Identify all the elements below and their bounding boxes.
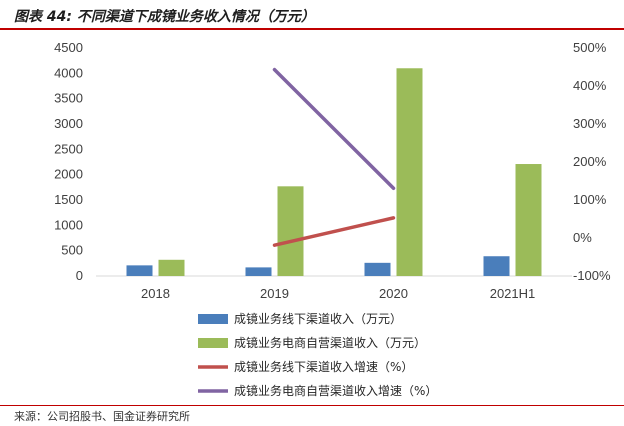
left-tick-label: 0 [76,268,83,283]
left-tick-label: 1000 [54,217,83,232]
bar-line-chart: 0 500 1000 1500 2000 2500 3000 3500 4000 4500 -10… [54,40,611,398]
legend-item: 成镜业务电商自营渠道收入（万元） [198,335,426,350]
left-axis-ticks: 0 500 1000 1500 2000 2500 3000 3500 4000 4500 [54,40,83,283]
legend-label: 成镜业务电商自营渠道收入（万元） [234,335,426,350]
left-tick-label: 3500 [54,91,83,106]
offline-growth-line [272,216,396,247]
legend-item: 成镜业务电商自营渠道收入增速（%） [198,383,437,398]
x-tick-label: 2018 [141,286,170,301]
legend-swatch [198,338,228,348]
bars [126,68,542,277]
offline-bar-2019 [245,267,272,276]
chart-title: 图表 44: 不同渠道下成镜业务收入情况（万元） [14,9,315,25]
right-tick-label: 0% [573,230,592,245]
online-bar-2021h1 [515,164,542,276]
right-tick-label: -100% [573,268,611,283]
left-tick-label: 500 [61,243,83,258]
online-bar-2020 [396,68,423,277]
legend-label: 成镜业务线下渠道收入增速（%） [234,359,413,374]
growth-lines [272,67,396,247]
x-tick-label: 2020 [379,286,408,301]
online-bar-2019 [277,186,304,276]
offline-bar-2018 [126,265,153,276]
left-tick-label: 4000 [54,65,83,80]
x-tick-label: 2019 [260,286,289,301]
left-tick-label: 2500 [54,141,83,156]
left-tick-label: 2000 [54,167,83,182]
left-tick-label: 1500 [54,192,83,207]
left-tick-label: 3000 [54,116,83,131]
online-growth-line [272,67,396,190]
footer-divider [0,405,624,406]
legend-item: 成镜业务线下渠道收入增速（%） [198,359,413,374]
online-bar-2018 [158,259,185,276]
source-note: 来源：公司招股书、国金证券研究所 [14,410,190,423]
right-tick-label: 300% [573,116,607,131]
legend-label: 成镜业务线下渠道收入（万元） [234,311,402,326]
right-tick-label: 400% [573,78,607,93]
right-tick-label: 500% [573,40,607,55]
left-tick-label: 4500 [54,40,83,55]
title-divider [0,28,624,30]
x-axis-ticks: 2018 2019 2020 2021H1 [141,286,535,301]
offline-bar-2020 [364,262,391,276]
offline-bar-2021h1 [483,256,510,276]
legend-label: 成镜业务电商自营渠道收入增速（%） [234,383,437,398]
right-axis-ticks: -100% 0% 100% 200% 300% 400% 500% [573,40,611,283]
legend-swatch [198,314,228,324]
right-tick-label: 200% [573,154,607,169]
legend-item: 成镜业务线下渠道收入（万元） [198,311,402,326]
right-tick-label: 100% [573,192,607,207]
legend: 成镜业务线下渠道收入（万元） 成镜业务电商自营渠道收入（万元） 成镜业务线下渠道收入… [198,311,437,398]
x-tick-label: 2021H1 [490,286,536,301]
